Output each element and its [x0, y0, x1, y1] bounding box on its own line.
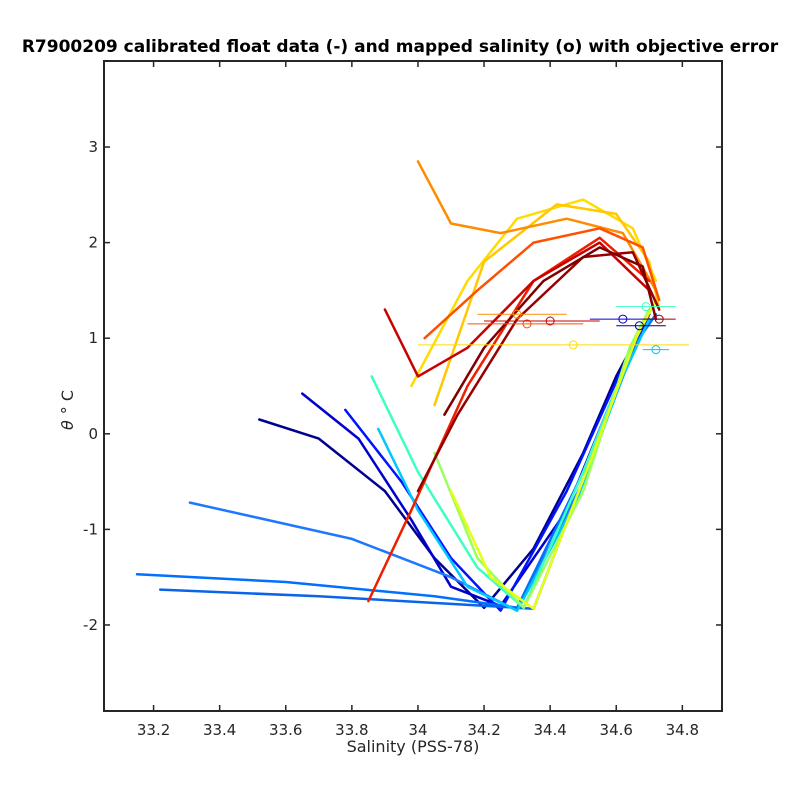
profile-line-10 [449, 298, 658, 610]
mapped-salinity-point-3 [512, 309, 522, 319]
mapped-salinity-point-8 [651, 345, 661, 355]
mapped-salinity-point-9 [654, 314, 664, 324]
plot-area [104, 61, 722, 711]
x-tick-label: 34 [408, 721, 427, 739]
profile-line-9 [433, 308, 651, 610]
profile-line-18 [443, 246, 658, 416]
x-tick-label: 34.4 [533, 721, 566, 739]
axes-layer: 33.2 33.4 33.6 33.8 34 34.2 34.4 34.6 34.8 3 2 1 0 -1… [83, 60, 723, 739]
x-tick-label: 33.4 [203, 721, 236, 739]
mapped-salinity-point-6 [618, 314, 628, 324]
x-tick-label: 33.6 [269, 721, 302, 739]
y-tick-label: -1 [83, 520, 98, 538]
profile-line-13 [416, 160, 658, 292]
profile-line-14 [423, 227, 661, 340]
profile-line-1 [258, 313, 651, 610]
y-tick-label: 0 [88, 425, 98, 443]
data-layer [135, 160, 689, 612]
mapped-salinity-point-2 [522, 319, 532, 329]
profile-line-15 [367, 236, 651, 603]
y-tick-label: 2 [88, 234, 98, 252]
x-tick-label: 33.8 [335, 721, 368, 739]
y-tick-label: 3 [88, 138, 98, 156]
x-tick-label: 34.8 [666, 721, 699, 739]
chart-title: R7900209 calibrated float data (-) and m… [22, 37, 779, 57]
y-axis-label-unit: ° C [58, 390, 77, 414]
axes-box [103, 60, 723, 712]
mapped-salinity-point-4 [545, 316, 555, 326]
x-tick-label: 34.6 [600, 721, 633, 739]
x-axis-label: Salinity (PSS-78) [347, 737, 480, 756]
mapped-salinity-point-7 [634, 321, 644, 331]
x-tick-label: 34.2 [467, 721, 500, 739]
y-tick-label: -2 [83, 616, 98, 634]
y-axis-label: θ ° C [58, 390, 77, 430]
profile-line-8 [370, 336, 638, 610]
y-tick-label: 1 [88, 329, 98, 347]
x-tick-label: 33.2 [137, 721, 170, 739]
mapped-salinity-point-5 [641, 302, 651, 312]
mapped-salinity-point-1 [568, 340, 578, 350]
y-axis-label-symbol: θ [58, 420, 77, 430]
profile-line-17 [416, 250, 661, 493]
